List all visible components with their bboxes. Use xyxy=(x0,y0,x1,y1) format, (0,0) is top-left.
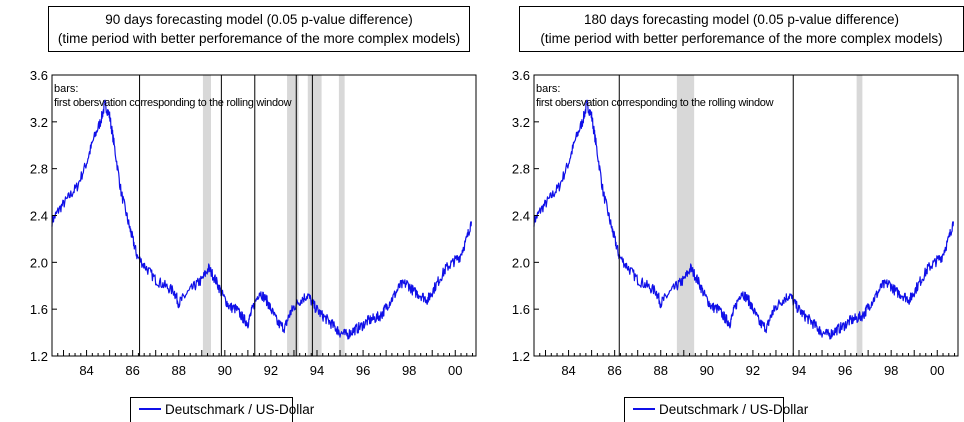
x-tick-label: 94 xyxy=(310,363,324,378)
x-tick-label: 84 xyxy=(79,363,93,378)
y-tick-label: 3.6 xyxy=(512,68,530,83)
shaded-range xyxy=(202,75,211,356)
shaded-range xyxy=(307,75,322,356)
y-tick-label: 2.4 xyxy=(512,209,530,224)
plot-frame xyxy=(533,74,959,357)
chart-subtitle: (time period with better perforemance of… xyxy=(57,31,461,46)
chart-title-box: 90 days forecasting model (0.05 p-value … xyxy=(48,6,470,52)
x-tick-label: 94 xyxy=(792,363,806,378)
x-tick-label: 84 xyxy=(561,363,575,378)
y-tick-label: 1.2 xyxy=(30,349,48,364)
legend-swatch xyxy=(633,408,655,411)
y-tick-label: 2.8 xyxy=(512,162,530,177)
y-tick-label: 1.6 xyxy=(512,302,530,317)
x-tick-label: 88 xyxy=(172,363,186,378)
line-chart-90-days: bars: first obersvation corresponding to … xyxy=(30,68,477,378)
legend-label: Deutschmark / US-Dollar xyxy=(165,402,315,417)
y-tick-label: 3.6 xyxy=(30,68,48,83)
chart-subtitle: (time period with better perforemance of… xyxy=(540,31,943,46)
x-tick-label: 00 xyxy=(448,363,462,378)
shaded-range xyxy=(856,75,863,356)
y-tick-label: 2.4 xyxy=(30,209,48,224)
y-tick-label: 2.0 xyxy=(512,255,530,270)
x-tick-label: 96 xyxy=(838,363,852,378)
chart-panel-180-days: 180 days forecasting model (0.05 p-value… xyxy=(482,0,964,422)
annotation-text: first obersvation corresponding to the r… xyxy=(536,97,774,109)
y-tick-label: 1.6 xyxy=(30,302,48,317)
series-line-deutschmark-us-dollar xyxy=(533,99,954,340)
annotation-label: bars: xyxy=(536,83,560,95)
chart-title: 180 days forecasting model (0.05 p-value… xyxy=(584,12,899,27)
y-tick-label: 3.2 xyxy=(512,115,530,130)
legend-label: Deutschmark / US-Dollar xyxy=(659,402,809,417)
x-tick-label: 98 xyxy=(884,363,898,378)
shaded-range xyxy=(287,75,299,356)
annotation-text: first obersvation corresponding to the r… xyxy=(54,97,292,109)
line-chart-180-days: bars: first obersvation corresponding to … xyxy=(512,68,959,378)
series-line-deutschmark-us-dollar xyxy=(51,99,472,340)
chart-panel-90-days: 90 days forecasting model (0.05 p-value … xyxy=(30,6,477,422)
x-tick-label: 90 xyxy=(700,363,714,378)
y-tick-label: 1.2 xyxy=(512,349,530,364)
chart-legend: Deutschmark / US-Dollar xyxy=(130,397,314,422)
x-tick-label: 96 xyxy=(356,363,370,378)
legend-swatch xyxy=(139,408,161,411)
chart-legend: Deutschmark / US-Dollar xyxy=(624,397,808,422)
x-tick-label: 98 xyxy=(402,363,416,378)
annotation-label: bars: xyxy=(54,83,78,95)
chart-title: 90 days forecasting model (0.05 p-value … xyxy=(105,12,413,27)
x-tick-label: 86 xyxy=(607,363,621,378)
x-tick-label: 92 xyxy=(264,363,278,378)
x-tick-label: 92 xyxy=(746,363,760,378)
x-tick-label: 90 xyxy=(218,363,232,378)
chart-title-box: 180 days forecasting model (0.05 p-value… xyxy=(519,6,964,52)
x-tick-label: 88 xyxy=(654,363,668,378)
x-tick-label: 00 xyxy=(930,363,944,378)
y-tick-label: 2.0 xyxy=(30,255,48,270)
shaded-range xyxy=(338,75,345,356)
plot-frame xyxy=(51,74,477,357)
y-tick-label: 2.8 xyxy=(30,162,48,177)
shaded-range xyxy=(676,75,695,356)
x-tick-label: 86 xyxy=(125,363,139,378)
y-tick-label: 3.2 xyxy=(30,115,48,130)
